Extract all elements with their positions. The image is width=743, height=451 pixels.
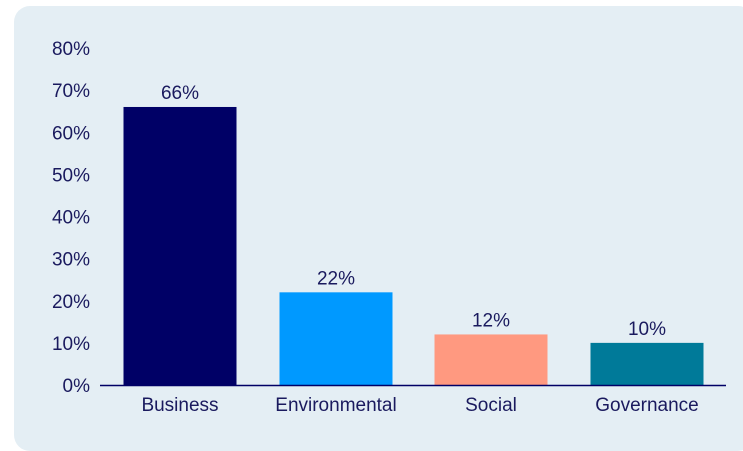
category-labels: Business Environmental Social Governance	[141, 395, 698, 416]
y-tick-label: 60%	[52, 123, 90, 144]
data-label-governance: 10%	[628, 319, 666, 340]
y-tick-label: 30%	[52, 250, 90, 271]
y-tick-label: 0%	[63, 376, 91, 397]
y-tick-label: 40%	[52, 208, 90, 229]
data-labels: 66% 22% 12% 10%	[161, 83, 666, 340]
bar-environmental[interactable]	[279, 292, 393, 385]
y-tick-label: 50%	[52, 165, 90, 186]
y-tick-label: 20%	[52, 292, 90, 313]
bar-social[interactable]	[434, 334, 548, 385]
data-label-social: 12%	[472, 310, 510, 331]
y-tick-label: 70%	[52, 81, 90, 102]
y-axis-ticks: 0% 10% 20% 30% 40% 50% 60% 70% 80%	[52, 39, 90, 397]
category-label-governance: Governance	[595, 395, 699, 416]
bar-governance[interactable]	[590, 342, 704, 385]
y-tick-label: 80%	[52, 39, 90, 60]
category-label-business: Business	[141, 395, 218, 416]
category-label-social: Social	[465, 395, 517, 416]
data-label-environmental: 22%	[317, 268, 355, 289]
y-tick-label: 10%	[52, 334, 90, 355]
data-label-business: 66%	[161, 83, 199, 104]
bars	[123, 106, 704, 385]
category-label-environmental: Environmental	[275, 395, 396, 416]
bar-business[interactable]	[123, 106, 237, 385]
